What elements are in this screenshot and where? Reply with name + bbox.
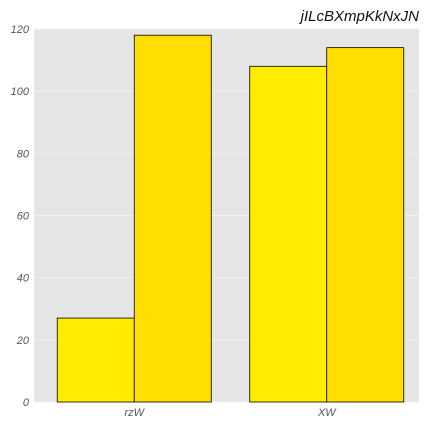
bar-rzW-series-2 bbox=[133, 34, 212, 403]
chart-title: jILcBXmpKkNxJN bbox=[299, 8, 420, 25]
bar-XW-series-2 bbox=[326, 47, 405, 403]
bar-XW-series-1 bbox=[249, 65, 328, 403]
bar-rzW-series-1 bbox=[56, 317, 135, 403]
y-tick-label: 80 bbox=[17, 148, 30, 160]
y-tick-label: 60 bbox=[17, 211, 30, 223]
y-tick-label: 100 bbox=[11, 86, 30, 98]
x-tick-label: XW bbox=[317, 407, 337, 419]
y-tick-label: 20 bbox=[16, 335, 30, 347]
y-tick-label: 120 bbox=[11, 24, 30, 36]
y-axis-ticks: 0 20 40 60 80 100 120 bbox=[11, 24, 30, 409]
y-tick-label: 40 bbox=[17, 273, 30, 285]
bars bbox=[56, 34, 405, 403]
y-tick-label: 0 bbox=[23, 397, 30, 409]
x-axis-ticks: rzW XW bbox=[124, 407, 337, 419]
x-tick-label: rzW bbox=[124, 407, 145, 419]
